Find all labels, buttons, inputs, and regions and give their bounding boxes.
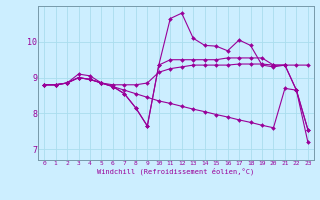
X-axis label: Windchill (Refroidissement éolien,°C): Windchill (Refroidissement éolien,°C) <box>97 168 255 175</box>
